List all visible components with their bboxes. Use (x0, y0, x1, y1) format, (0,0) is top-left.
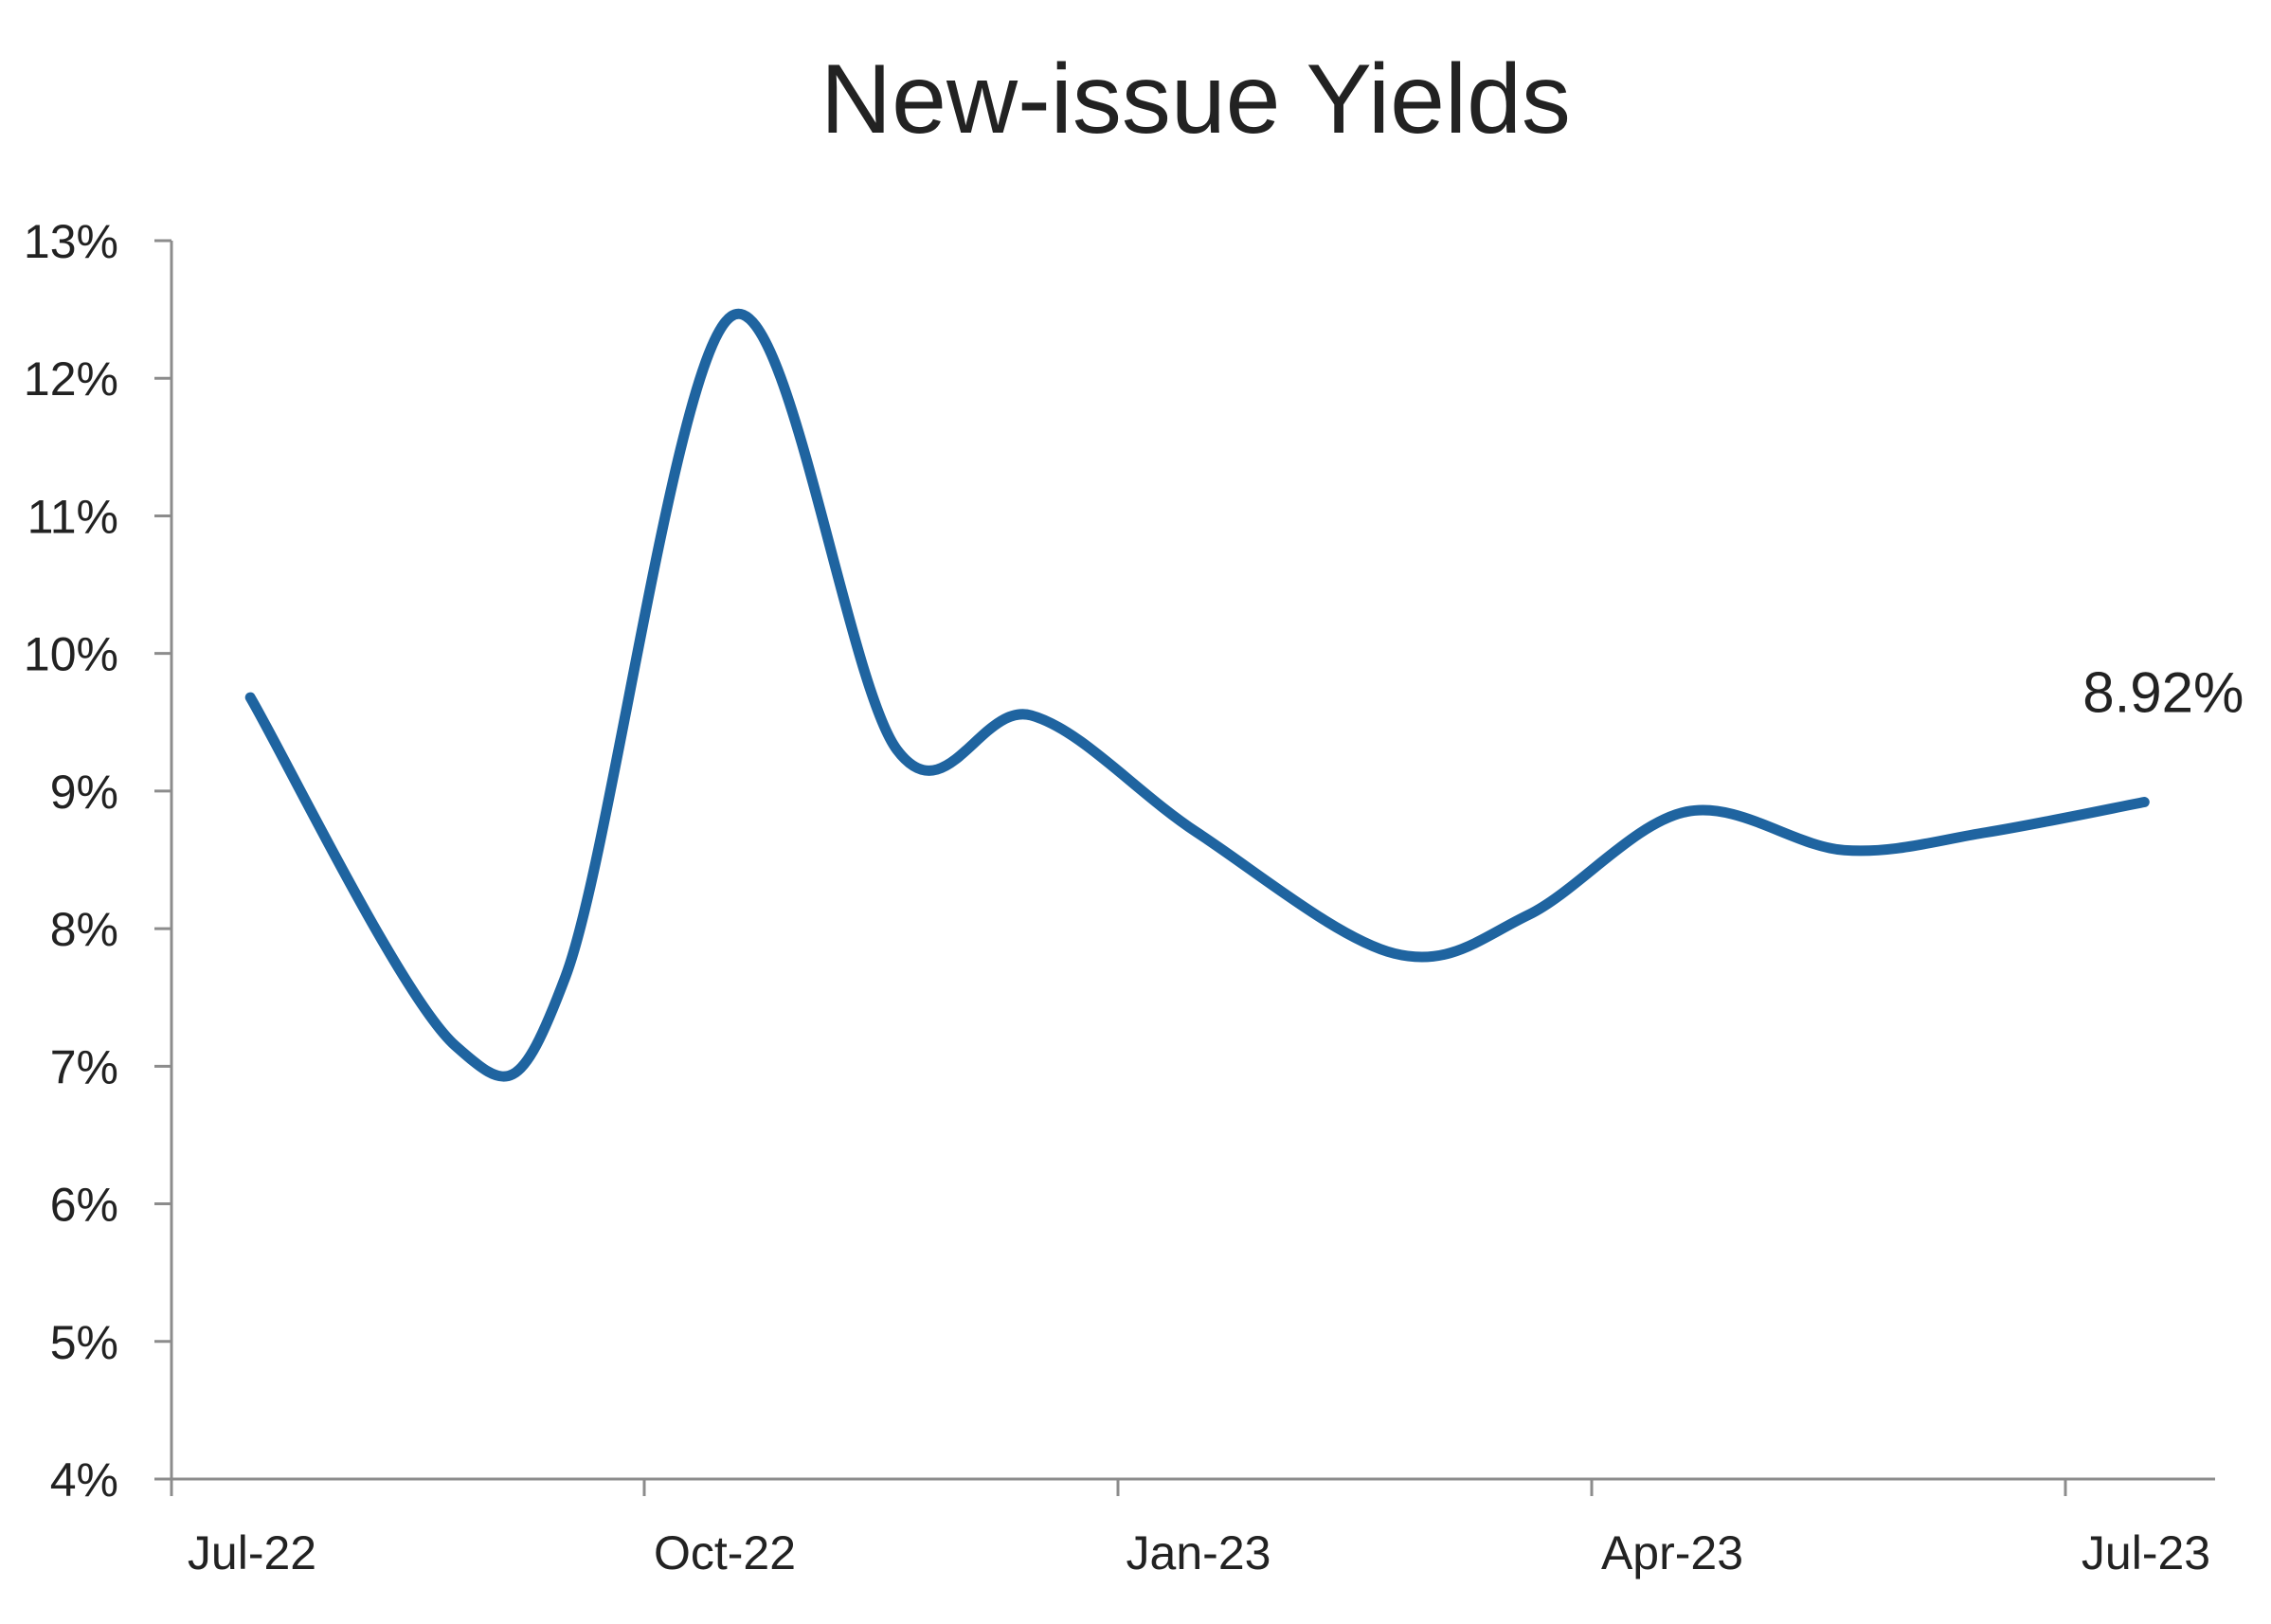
y-tick-label: 11% (27, 490, 118, 543)
series-layer (244, 308, 2150, 1082)
y-tick-label: 10% (24, 628, 118, 681)
chart-title: New-issue Yields (820, 45, 1571, 154)
y-tick-label: 6% (50, 1179, 118, 1232)
y-tick-label: 4% (50, 1453, 118, 1507)
x-axis-ticks: Jul-22 Oct-22 Jan-23 Apr-23 Jul-23 (170, 1479, 2210, 1579)
x-tick-label: Jul-22 (188, 1526, 316, 1579)
y-tick-label: 13% (24, 215, 118, 268)
axes (170, 241, 2215, 1481)
y-tick-label: 8% (50, 903, 118, 956)
y-axis-ticks: 4% 5% 6% 7% 8% 9% 10% 11% 12% 13% (24, 215, 171, 1507)
y-tick-label: 12% (24, 352, 118, 406)
x-tick-label: Apr-23 (1601, 1526, 1743, 1579)
x-tick-label: Jan-23 (1126, 1526, 1271, 1579)
end-value-label: 8.92% (2082, 661, 2244, 725)
series-line (244, 308, 2150, 1082)
y-tick-label: 5% (50, 1316, 118, 1369)
x-tick-label: Oct-22 (654, 1526, 796, 1579)
y-tick-label: 9% (50, 766, 118, 819)
annotation-layer: 8.92% (2082, 661, 2244, 725)
y-tick-label: 7% (50, 1040, 118, 1093)
x-tick-label: Jul-23 (2082, 1526, 2210, 1579)
